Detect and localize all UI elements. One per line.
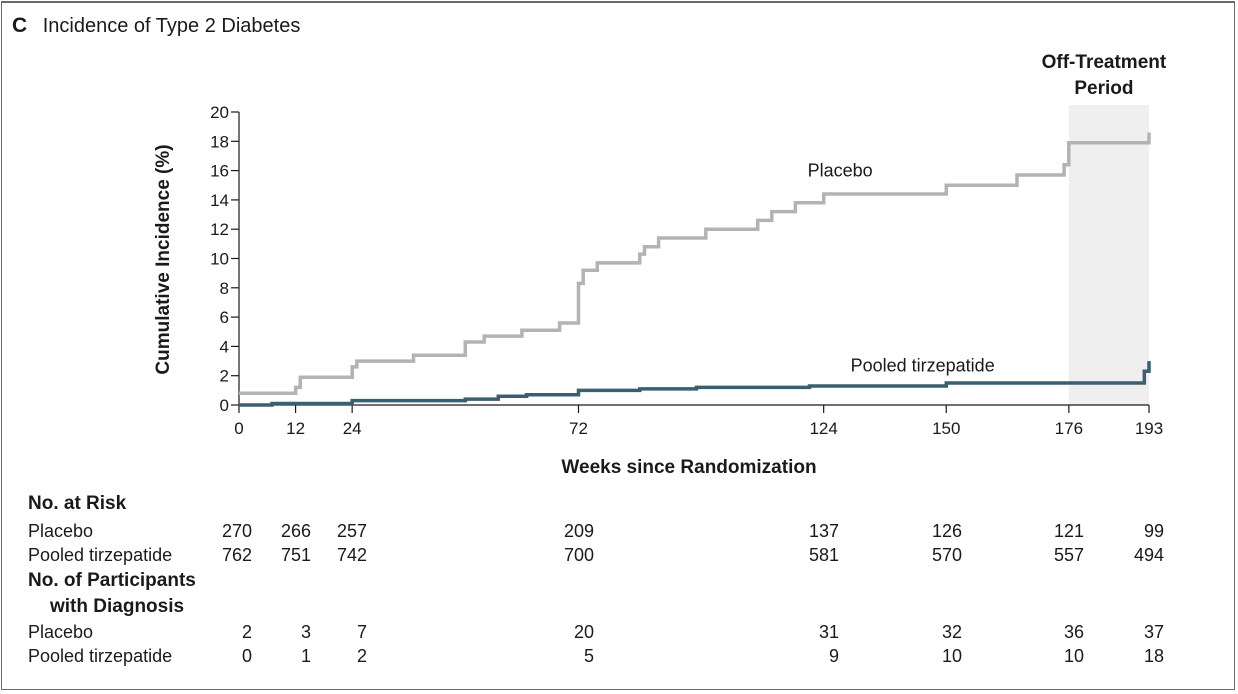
table-cell: 257 — [336, 521, 367, 541]
table-cell: 126 — [931, 521, 962, 541]
table-cell: 10 — [1063, 646, 1084, 666]
at-risk-row-tirzepatide: Pooled tirzepatide 762 751 742 700 581 5… — [0, 545, 1238, 569]
at-risk-heading: No. at Risk — [28, 493, 127, 514]
table-cell: 0 — [241, 646, 252, 666]
table-cell: 742 — [336, 545, 367, 565]
table-cell: 32 — [941, 622, 962, 642]
y-tick-label: 6 — [220, 308, 229, 327]
series-label-tirzepatide: Pooled tirzepatide — [851, 355, 995, 375]
off-treatment-label-line1: Off-Treatment — [1042, 52, 1167, 73]
x-tick-label: 124 — [809, 419, 837, 438]
table-cell: 762 — [221, 545, 252, 565]
series-label-placebo: Placebo — [808, 160, 873, 180]
table-cell: 557 — [1053, 545, 1084, 565]
diagnosis-heading-line1: No. of Participants — [28, 570, 196, 591]
table-cell: 5 — [583, 646, 594, 666]
series-line-placebo — [239, 132, 1151, 396]
x-tick-label: 12 — [286, 419, 305, 438]
table-cell: 209 — [563, 521, 594, 541]
x-tick-label: 176 — [1055, 419, 1083, 438]
y-tick-label: 8 — [220, 279, 229, 298]
table-cell: 570 — [931, 545, 962, 565]
row-label: Pooled tirzepatide — [28, 646, 173, 666]
panel-letter: C — [12, 14, 28, 37]
table-cell: 3 — [300, 622, 311, 642]
x-tick-label: 150 — [932, 419, 960, 438]
y-axis-title: Cumulative Incidence (%) — [153, 144, 174, 374]
off-treatment-shade — [1068, 105, 1149, 405]
row-label: Pooled tirzepatide — [28, 545, 173, 565]
table-cell: 10 — [941, 646, 962, 666]
table-cell: 36 — [1063, 622, 1084, 642]
off-treatment-label-line2: Period — [1074, 78, 1133, 99]
y-tick-label: 16 — [210, 162, 229, 181]
table-cell: 270 — [221, 521, 252, 541]
table-cell: 266 — [280, 521, 311, 541]
table-cell: 99 — [1143, 521, 1164, 541]
series-line-tirzepatide — [239, 361, 1151, 407]
panel-title-text: Incidence of Type 2 Diabetes — [42, 15, 301, 37]
y-tick-label: 18 — [210, 132, 229, 151]
table-cell: 1 — [300, 646, 311, 666]
diagnosis-row-tirzepatide: Pooled tirzepatide 0 1 2 5 9 10 10 18 — [0, 646, 1238, 670]
x-tick-label: 24 — [343, 419, 362, 438]
table-cell: 121 — [1053, 521, 1084, 541]
table-cell: 700 — [563, 545, 594, 565]
at-risk-row-placebo: Placebo 270 266 257 209 137 126 121 99 — [0, 521, 1238, 545]
x-tick-label: 193 — [1135, 419, 1163, 438]
x-tick-label: 0 — [234, 419, 243, 438]
diagnosis-row-placebo: Placebo 2 3 7 20 31 32 36 37 — [0, 622, 1238, 646]
table-cell: 31 — [818, 622, 839, 642]
table-cell: 7 — [356, 622, 367, 642]
table-cell: 494 — [1133, 545, 1164, 565]
row-label: Placebo — [28, 622, 94, 642]
y-tick-label: 12 — [210, 220, 229, 239]
row-label: Placebo — [28, 521, 94, 541]
x-tick-label: 72 — [569, 419, 588, 438]
table-cell: 2 — [241, 622, 252, 642]
y-tick-label: 20 — [210, 103, 229, 122]
y-tick-label: 2 — [220, 367, 229, 386]
table-cell: 2 — [356, 646, 367, 666]
panel-title: C Incidence of Type 2 Diabetes — [12, 14, 300, 38]
table-cell: 18 — [1143, 646, 1164, 666]
table-cell: 20 — [573, 622, 594, 642]
table-cell: 9 — [828, 646, 839, 666]
table-cell: 137 — [808, 521, 839, 541]
table-cell: 37 — [1143, 622, 1164, 642]
y-tick-label: 14 — [210, 191, 229, 210]
diagnosis-heading-line2: with Diagnosis — [50, 596, 185, 617]
x-axis-title: Weeks since Randomization — [561, 457, 816, 478]
table-cell: 751 — [280, 545, 311, 565]
table-cell: 581 — [808, 545, 839, 565]
y-tick-label: 10 — [210, 250, 229, 269]
y-tick-label: 0 — [220, 396, 229, 415]
y-tick-label: 4 — [220, 337, 229, 356]
